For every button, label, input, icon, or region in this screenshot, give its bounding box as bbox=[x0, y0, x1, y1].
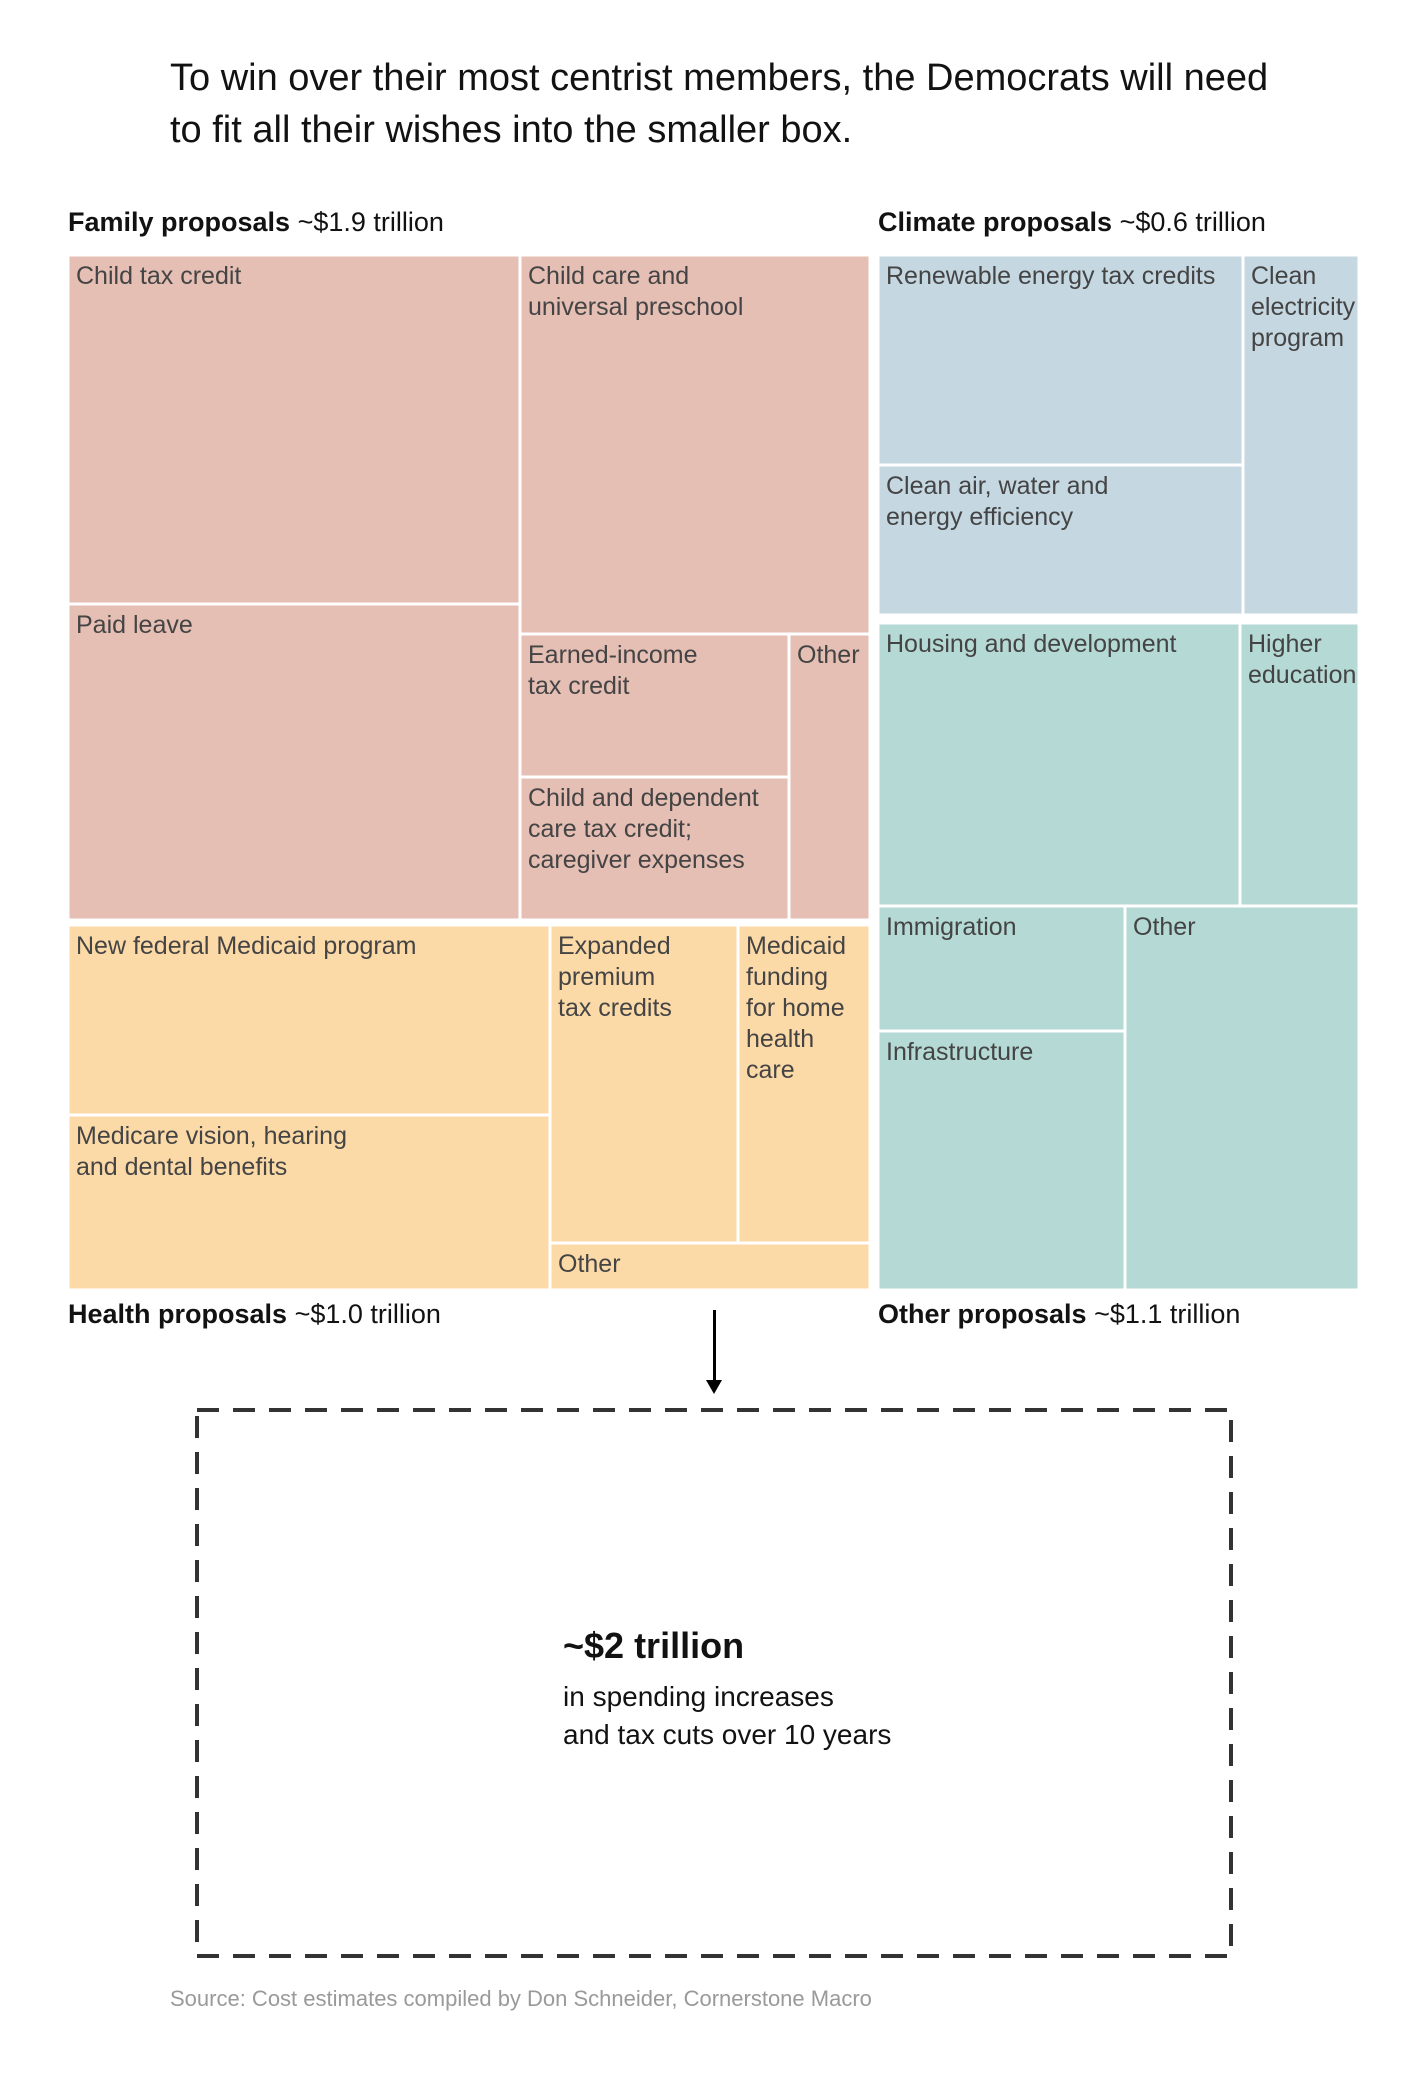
climate-group-amount: ~$0.6 trillion bbox=[1119, 207, 1266, 237]
treemap-label-family-other: Other bbox=[797, 641, 860, 669]
treemap-label-other-other: Other bbox=[1133, 913, 1196, 941]
family-group-label: Family proposals ~$1.9 trillion bbox=[68, 205, 444, 239]
treemap-label-health-medicare-vision-hearing-and-dental-benefits: Medicare vision, hearing and dental benef… bbox=[76, 1122, 347, 1181]
climate-group-label: Climate proposals ~$0.6 trillion bbox=[878, 205, 1266, 239]
treemap-label-family-earned-income-tax-credit: Earned-income tax credit bbox=[528, 641, 698, 700]
treemap-cell-health-other bbox=[548, 1241, 872, 1292]
target-description-line-2: and tax cuts over 10 years bbox=[563, 1719, 892, 1750]
treemap-cell-family-child-care-and-universal-preschool bbox=[518, 253, 872, 636]
treemap-label-climate-renewable-energy-tax-credits: Renewable energy tax credits bbox=[886, 262, 1215, 290]
treemap-cell-climate-clean-electricity-program bbox=[1241, 253, 1361, 617]
treemap-label-other-housing-and-development: Housing and development bbox=[886, 630, 1177, 658]
other-group-amount: ~$1.1 trillion bbox=[1094, 1299, 1241, 1329]
target-amount: ~$2 trillion bbox=[563, 1625, 745, 1666]
treemap-label-health-expanded-premium-tax-credits: Expanded premium tax credits bbox=[558, 932, 672, 1022]
treemap-cell-family-earned-income-tax-credit bbox=[518, 632, 791, 779]
treemap-label-health-medicaid-funding-for-home-health-care: Medicaid funding for home health care bbox=[746, 932, 846, 1084]
source-note: Source: Cost estimates compiled by Don S… bbox=[170, 1986, 872, 2011]
treemap-cell-climate-clean-air-water-and-energy-efficiency bbox=[876, 463, 1245, 617]
treemap-label-other-infrastructure: Infrastructure bbox=[886, 1038, 1033, 1066]
treemap-cell-family-other bbox=[787, 632, 872, 922]
family-group-name: Family proposals bbox=[68, 207, 291, 237]
treemap-label-other-higher-education: Higher education bbox=[1248, 630, 1356, 689]
treemap-label-family-paid-leave: Paid leave bbox=[76, 611, 193, 639]
treemap-cell-other-other bbox=[1123, 904, 1361, 1292]
health-group-name: Health proposals bbox=[68, 1299, 288, 1329]
treemap-cell-other-higher-education bbox=[1238, 621, 1361, 908]
treemap-cell-family-child-tax-credit bbox=[66, 253, 522, 606]
treemap-cell-health-expanded-premium-tax-credits bbox=[548, 923, 740, 1245]
treemap-label-family-child-and-dependent-care-tax-credit-caregiver-expenses: Child and dependent care tax credit; careg… bbox=[528, 784, 759, 874]
treemap-label-climate-clean-air-water-and-energy-efficiency: Clean air, water and energy efficiency bbox=[886, 472, 1108, 531]
other-group-name: Other proposals bbox=[878, 1299, 1087, 1329]
treemap-label-family-child-tax-credit: Child tax credit bbox=[76, 262, 241, 290]
treemap-label-other-immigration: Immigration bbox=[886, 913, 1017, 941]
health-group-amount: ~$1.0 trillion bbox=[294, 1299, 441, 1329]
treemap-cell-climate-renewable-energy-tax-credits bbox=[876, 253, 1245, 467]
treemap-cell-other-immigration bbox=[876, 904, 1127, 1033]
treemap-cell-family-child-and-dependent-care-tax-credit-caregiver-expenses bbox=[518, 775, 791, 922]
other-group-label: Other proposals ~$1.1 trillion bbox=[878, 1297, 1240, 1331]
target-description-line-1: in spending increases bbox=[563, 1681, 834, 1712]
climate-group-name: Climate proposals bbox=[878, 207, 1113, 237]
treemap-cell-family-paid-leave bbox=[66, 602, 522, 922]
target-description: in spending increases and tax cuts over … bbox=[563, 1678, 891, 1754]
treemap-cell-other-housing-and-development bbox=[876, 621, 1242, 908]
treemap-chart: Child tax credit Paid leave Child care and… bbox=[66, 253, 1361, 1292]
treemap-label-family-child-care-and-universal-preschool: Child care and universal preschool bbox=[528, 262, 743, 321]
treemap-label-climate-clean-electricity-program: Clean electricity program bbox=[1251, 262, 1356, 352]
treemap-cell-health-medicare-vision-hearing-and-dental-benefits bbox=[66, 1113, 552, 1292]
health-group-label: Health proposals ~$1.0 trillion bbox=[68, 1297, 441, 1331]
treemap-cell-other-infrastructure bbox=[876, 1029, 1127, 1292]
headline: To win over their most centrist members,… bbox=[170, 57, 1269, 151]
arrow-line bbox=[713, 1310, 716, 1388]
treemap-label-health-new-federal-medicaid-program: New federal Medicaid program bbox=[76, 932, 416, 960]
arrow-down-icon bbox=[706, 1380, 722, 1394]
family-group-amount: ~$1.9 trillion bbox=[297, 207, 444, 237]
treemap-label-health-other: Other bbox=[558, 1250, 621, 1278]
